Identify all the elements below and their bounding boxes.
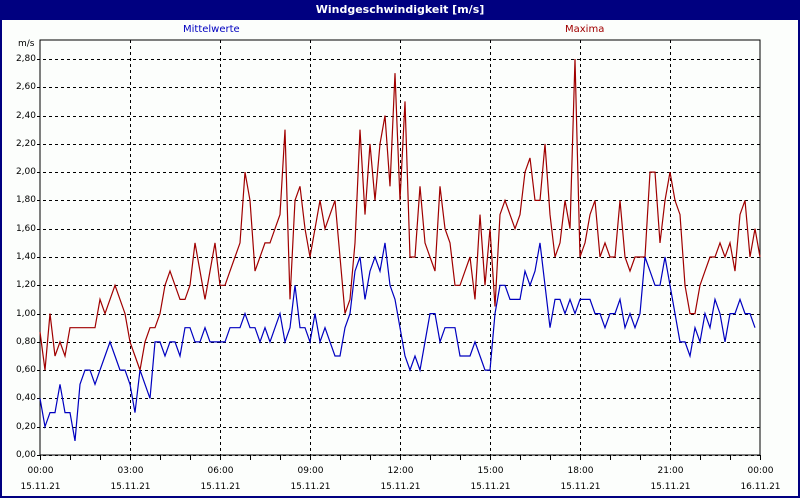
- x-tick-label: 00:00 16.11.21: [740, 466, 781, 492]
- legend-max: Maxima: [565, 24, 605, 35]
- y-tick-label: 1,80: [15, 194, 36, 205]
- y-tick-label: 2,80: [15, 53, 36, 64]
- y-tick-label: 2,40: [15, 110, 36, 121]
- legend-mean: Mittelwerte: [183, 24, 240, 35]
- x-tick-label: 15:00 15.11.21: [470, 466, 511, 492]
- window-title: Windgeschwindigkeit [m/s]: [0, 0, 800, 20]
- y-tick-label: 0,20: [15, 421, 36, 432]
- axis-ticks: [40, 455, 761, 460]
- grid-lines: [37, 40, 760, 456]
- x-tick-label: 09:00 15.11.21: [290, 466, 331, 492]
- y-tick-label: 0,40: [15, 392, 36, 403]
- y-tick-label: 2,00: [15, 166, 36, 177]
- x-tick-label: 18:00 15.11.21: [560, 466, 601, 492]
- y-tick-label: 2,60: [15, 81, 36, 92]
- y-tick-label: 0,00: [15, 449, 36, 460]
- x-tick-label: 06:00 15.11.21: [200, 466, 241, 492]
- x-tick-label: 12:00 15.11.21: [380, 466, 421, 492]
- x-tick-label: 03:00 15.11.21: [110, 466, 151, 492]
- y-tick-label: 1,00: [15, 308, 36, 319]
- y-tick-label: 0,80: [15, 336, 36, 347]
- y-tick-label: 2,20: [15, 138, 36, 149]
- y-axis-unit: m/s: [18, 39, 35, 49]
- x-tick-label: 21:00 15.11.21: [650, 466, 691, 492]
- series-mean-line: [39, 242, 756, 442]
- x-tick-label: 00:00 15.11.21: [20, 466, 61, 492]
- y-tick-label: 1,40: [15, 251, 36, 262]
- plot-area-border: [39, 39, 761, 456]
- y-tick-label: 0,60: [15, 364, 36, 375]
- y-tick-label: 1,20: [15, 279, 36, 290]
- series-maxima-line: [39, 58, 761, 373]
- y-tick-label: 1,60: [15, 223, 36, 234]
